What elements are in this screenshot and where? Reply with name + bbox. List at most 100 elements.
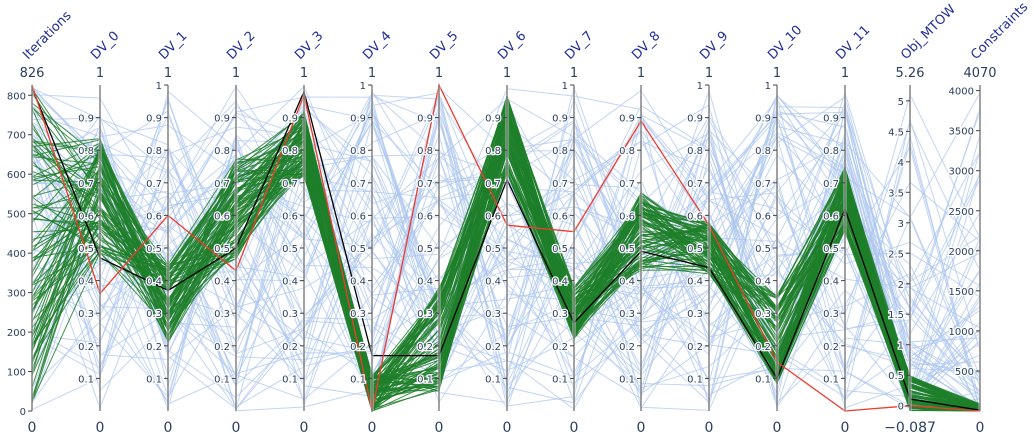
range-max-label: 1 bbox=[164, 66, 172, 81]
axis-title[interactable]: DV_11 bbox=[833, 23, 873, 63]
range-max-label: 4070 bbox=[963, 66, 996, 81]
axis-title[interactable]: DV_5 bbox=[427, 29, 461, 63]
tick-label: 0.9 bbox=[78, 114, 94, 125]
tick-label: 0.2 bbox=[755, 342, 771, 353]
tick-label: 0.9 bbox=[755, 114, 771, 125]
tick-label: 0.1 bbox=[282, 374, 298, 385]
tick-label: 0.2 bbox=[552, 342, 568, 353]
range-min-label: 0 bbox=[841, 420, 850, 436]
tick-label: 2000 bbox=[949, 247, 974, 258]
tick-label: 1000 bbox=[949, 327, 974, 338]
axis-title[interactable]: DV_1 bbox=[156, 29, 190, 63]
tick-label: 0.8 bbox=[146, 146, 162, 157]
range-min-label: 0 bbox=[164, 420, 173, 436]
tick-label: 4.5 bbox=[888, 127, 904, 138]
range-max-label: 1 bbox=[300, 66, 308, 81]
tick-label: 0.4 bbox=[146, 277, 162, 288]
tick-label: 0.1 bbox=[417, 374, 433, 385]
tick-label: 0.1 bbox=[214, 374, 230, 385]
tick-label: 1 bbox=[697, 81, 703, 92]
range-max-label: 826 bbox=[20, 66, 45, 81]
axis-title[interactable]: DV_7 bbox=[562, 29, 596, 63]
range-max-label: 1 bbox=[368, 66, 376, 81]
tick-label: 0.6 bbox=[350, 211, 366, 222]
tick-label: 1500 bbox=[949, 287, 974, 298]
range-max-label: 1 bbox=[637, 66, 645, 81]
axis-dv-5[interactable]: 0.1 0.2 0.3 0.4 0.5 0.6 0.7 0.8 0.9 1 0 DV_5 bbox=[416, 29, 462, 436]
range-min-label: −0.087 bbox=[884, 420, 936, 436]
range-min-label: 0 bbox=[705, 420, 714, 436]
tick-label: 0.7 bbox=[687, 179, 703, 190]
tick-label: 0.8 bbox=[485, 146, 501, 157]
axis-title[interactable]: Obj_MTOW bbox=[898, 2, 959, 63]
range-min-label: 0 bbox=[28, 420, 37, 436]
tick-label: 0.4 bbox=[687, 277, 703, 288]
tick-label: 1 bbox=[765, 81, 771, 92]
tick-label: 0.6 bbox=[823, 211, 839, 222]
tick-label: 5 bbox=[898, 97, 904, 108]
tick-label: 0.5 bbox=[417, 244, 433, 255]
tick-label: 0.2 bbox=[687, 342, 703, 353]
tick-label: 0.4 bbox=[552, 277, 568, 288]
tick-label: 0.5 bbox=[552, 244, 568, 255]
tick-label: 0.5 bbox=[214, 244, 230, 255]
axis-title[interactable]: DV_6 bbox=[495, 29, 529, 63]
tick-label: 800 bbox=[7, 91, 26, 102]
tick-label: 0.1 bbox=[485, 374, 501, 385]
tick-label: 500 bbox=[7, 210, 26, 221]
tick-label: 0.8 bbox=[823, 146, 839, 157]
tick-label: 0.4 bbox=[78, 277, 94, 288]
axis-iterations[interactable]: 0 100 200 300 400 500 600 700 800 826 0 Iterations bbox=[6, 8, 75, 436]
tick-label: 0.4 bbox=[417, 277, 433, 288]
axis-title[interactable]: DV_3 bbox=[292, 29, 326, 63]
axis-title[interactable]: DV_10 bbox=[765, 23, 805, 63]
axis-dv-9[interactable]: 0.1 0.2 0.3 0.4 0.5 0.6 0.7 0.8 0.9 11 0 DV_9 bbox=[686, 29, 732, 436]
range-min-label: 0 bbox=[773, 420, 782, 436]
tick-label: 0.1 bbox=[755, 374, 771, 385]
tick-label: 700 bbox=[7, 131, 26, 142]
axis-title[interactable]: DV_0 bbox=[88, 29, 122, 63]
tick-label: 500 bbox=[955, 367, 974, 378]
tick-label: 3.5 bbox=[888, 188, 904, 199]
tick-label: 0.3 bbox=[282, 309, 298, 320]
tick-label: 0.2 bbox=[350, 342, 366, 353]
axis-dv-3[interactable]: 0.1 0.2 0.3 0.4 0.5 0.6 0.7 0.8 0.9 1 0 DV_3 bbox=[281, 29, 327, 436]
tick-label: 2 bbox=[898, 280, 904, 291]
tick-label: 0.2 bbox=[214, 342, 230, 353]
axis-dv-1[interactable]: 0.1 0.2 0.3 0.4 0.5 0.6 0.7 0.8 0.9 11 0 DV_1 bbox=[145, 29, 191, 436]
range-min-label: 0 bbox=[368, 420, 377, 436]
tick-label: 0.9 bbox=[417, 114, 433, 125]
axis-title[interactable]: DV_9 bbox=[697, 29, 731, 63]
tick-label: 0.4 bbox=[485, 277, 501, 288]
tick-label: 600 bbox=[7, 170, 26, 181]
tick-label: 0.3 bbox=[485, 309, 501, 320]
tick-label: 300 bbox=[7, 289, 26, 300]
tick-label: 0.6 bbox=[755, 211, 771, 222]
axis-title[interactable]: DV_2 bbox=[224, 29, 258, 63]
tick-label: 0.9 bbox=[823, 114, 839, 125]
tick-label: 0.8 bbox=[687, 146, 703, 157]
axis-title[interactable]: Iterations bbox=[20, 8, 75, 63]
tick-label: 0.8 bbox=[78, 146, 94, 157]
tick-label: 0.8 bbox=[350, 146, 366, 157]
tick-label: 0.4 bbox=[350, 277, 366, 288]
tick-label: 0.6 bbox=[78, 211, 94, 222]
axis-title[interactable]: DV_8 bbox=[629, 29, 663, 63]
tick-label: 0.1 bbox=[350, 374, 366, 385]
axis-dv-6[interactable]: 0.1 0.2 0.3 0.4 0.5 0.6 0.7 0.8 0.9 1 0 DV_6 bbox=[484, 29, 530, 436]
tick-label: 0.5 bbox=[146, 244, 162, 255]
tick-label: 0.1 bbox=[552, 374, 568, 385]
tick-label: 0.5 bbox=[350, 244, 366, 255]
tick-label: 1 bbox=[360, 81, 366, 92]
tick-label: 0.1 bbox=[619, 374, 635, 385]
tick-label: 0.5 bbox=[888, 371, 904, 382]
tick-label: 0.3 bbox=[552, 309, 568, 320]
tick-label: 0.6 bbox=[552, 211, 568, 222]
range-min-label: 0 bbox=[232, 420, 241, 436]
range-max-label: 1 bbox=[232, 66, 240, 81]
tick-label: 0.3 bbox=[687, 309, 703, 320]
axis-title[interactable]: Constraints bbox=[968, 0, 1031, 63]
axis-title[interactable]: DV_4 bbox=[360, 29, 394, 63]
tick-label: 0.5 bbox=[485, 244, 501, 255]
